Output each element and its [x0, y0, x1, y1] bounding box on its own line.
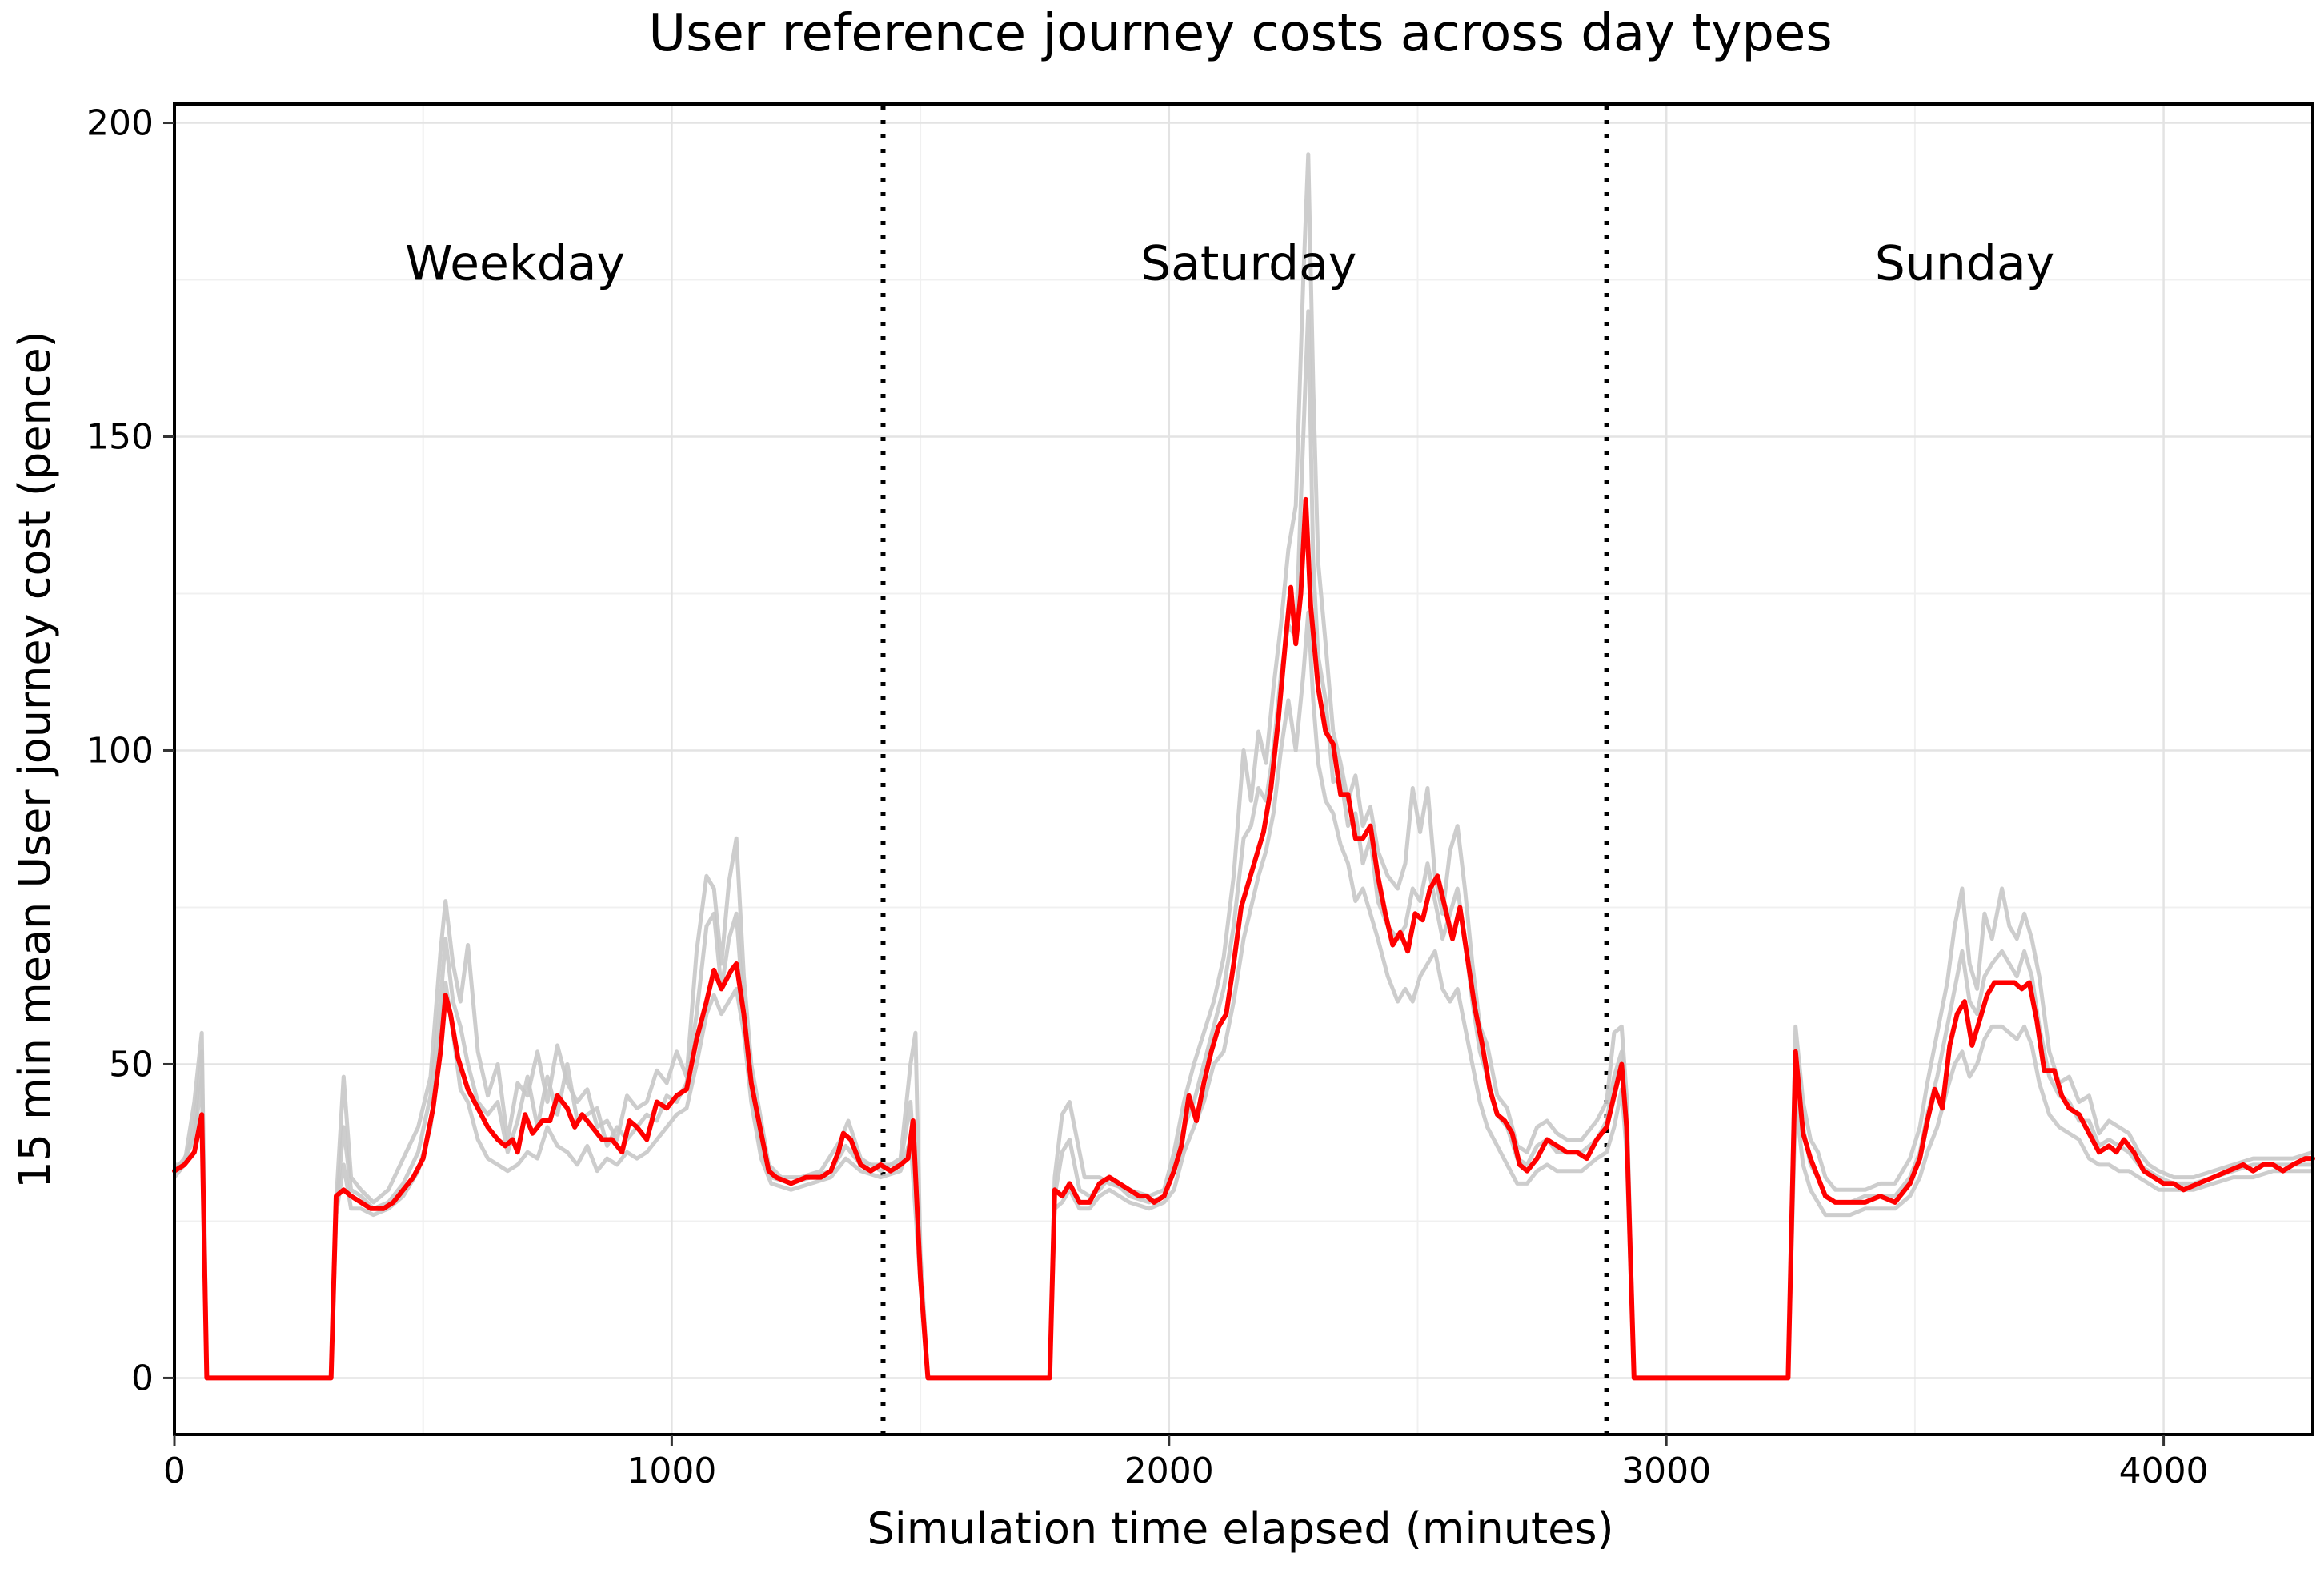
y-axis-label: 15 min mean User journey cost (pence): [10, 331, 60, 1188]
x-tick-label: 1000: [627, 1451, 716, 1491]
annotation-sunday: Sunday: [1875, 236, 2055, 292]
mean-series-line: [172, 496, 2315, 1381]
day-boundaries: [880, 106, 1609, 1433]
y-tick-label: 50: [109, 1044, 154, 1085]
replicate-series: [173, 152, 2314, 1380]
x-tick-label: 0: [163, 1451, 186, 1491]
y-tick-label: 100: [86, 730, 154, 771]
annotation-weekday: Weekday: [405, 236, 625, 292]
plot-panel-border: [173, 102, 2314, 1436]
chart-title: User reference journey costs across day …: [648, 4, 1832, 63]
x-tick-label: 3000: [1621, 1451, 1711, 1491]
annotation-saturday: Saturday: [1140, 236, 1356, 292]
y-axis: 0 50 100 150 200: [86, 103, 174, 1398]
x-axis-label: Simulation time elapsed (minutes): [867, 1503, 1613, 1554]
x-tick-label: 4000: [2119, 1451, 2209, 1491]
x-tick-label: 2000: [1124, 1451, 1214, 1491]
mean-series: [172, 496, 2315, 1381]
x-axis: 0 1000 2000 3000 4000: [163, 1435, 2209, 1491]
day-annotations: Weekday Saturday Sunday: [405, 236, 2054, 292]
y-tick-label: 150: [86, 417, 154, 458]
replicate-series-line: [173, 610, 2313, 1380]
replicate-series-line: [174, 309, 2313, 1380]
y-tick-label: 200: [86, 103, 154, 144]
y-tick-label: 0: [131, 1358, 154, 1398]
